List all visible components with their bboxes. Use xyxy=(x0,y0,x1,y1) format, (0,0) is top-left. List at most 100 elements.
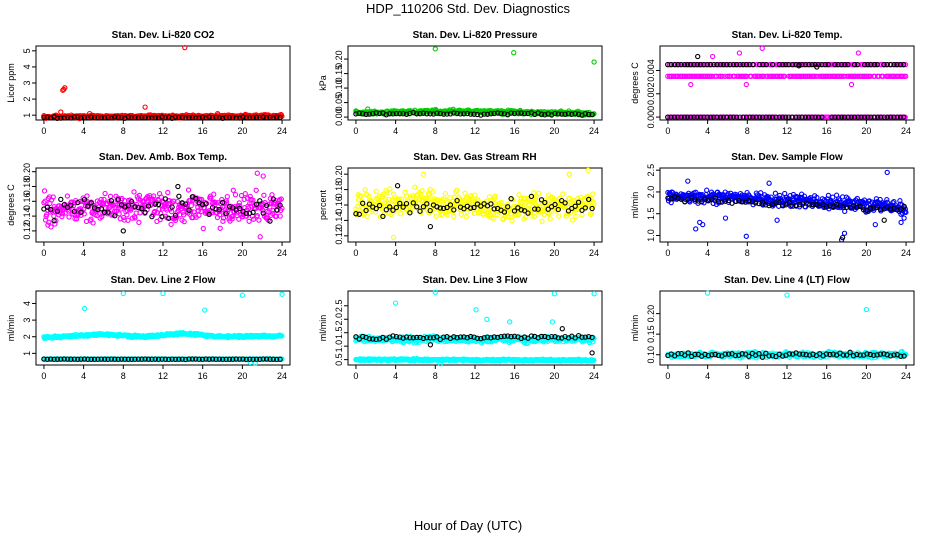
data-point xyxy=(684,114,691,120)
data-point xyxy=(220,199,226,206)
data-point xyxy=(903,73,909,79)
y-tick-label: 0.18 xyxy=(22,178,32,196)
data-point xyxy=(763,61,769,68)
data-point xyxy=(521,110,528,117)
data-point xyxy=(390,111,396,117)
y-tick-label: 0.5 xyxy=(334,353,344,366)
data-point xyxy=(149,213,155,220)
data-point xyxy=(776,61,782,68)
data-point xyxy=(511,50,517,56)
data-point xyxy=(433,213,439,219)
data-point xyxy=(743,81,749,88)
data-point xyxy=(128,198,135,205)
x-tick-label: 0 xyxy=(41,126,46,136)
y-axis-label: ml/min xyxy=(630,192,640,219)
data-point xyxy=(760,114,766,120)
data-point xyxy=(84,193,90,199)
x-tick-label: 12 xyxy=(782,248,792,258)
y-tick-label: 0.20 xyxy=(334,165,344,183)
data-point xyxy=(531,213,538,219)
data-point xyxy=(75,199,81,206)
data-point xyxy=(780,61,786,68)
data-point xyxy=(257,198,263,204)
data-point xyxy=(242,191,248,197)
data-point xyxy=(769,114,776,120)
data-point xyxy=(243,114,249,121)
data-point xyxy=(414,111,420,117)
data-point xyxy=(187,197,193,204)
chart-title: Stan. Dev. Li-820 Pressure xyxy=(413,30,538,41)
x-tick-label: 16 xyxy=(510,248,520,258)
data-point xyxy=(58,196,64,203)
data-point xyxy=(779,114,786,120)
data-point xyxy=(708,114,714,120)
data-point xyxy=(802,114,808,120)
x-tick-label: 12 xyxy=(470,126,480,136)
data-point xyxy=(376,110,383,117)
series-overlay xyxy=(353,110,595,118)
data-point xyxy=(223,114,229,121)
data-point xyxy=(760,61,766,68)
data-point xyxy=(450,208,456,214)
data-point xyxy=(851,61,858,68)
chart-title: Stan. Dev. Li-820 CO2 xyxy=(112,30,215,41)
chart-title: Stan. Dev. Li-820 Temp. xyxy=(732,30,843,41)
data-point xyxy=(451,194,457,200)
data-point xyxy=(269,192,275,198)
data-point xyxy=(842,208,848,215)
data-point xyxy=(440,111,447,117)
data-point xyxy=(61,202,67,208)
data-point xyxy=(172,217,179,224)
data-point xyxy=(208,195,214,202)
data-point xyxy=(175,183,181,190)
chart-panel-5: Stan. Dev. Gas Stream RH0 4 8 12 16 20 240.120… xyxy=(318,152,603,258)
data-point xyxy=(424,111,430,117)
chart-panel-3: Stan. Dev. Li-820 Temp.0 4 8 12 16 20 240.0000… xyxy=(630,30,915,136)
data-point xyxy=(750,61,756,68)
y-tick-label: 0.000 xyxy=(646,106,656,129)
data-point xyxy=(202,307,208,313)
data-point xyxy=(145,115,152,121)
data-point xyxy=(270,196,276,202)
data-point xyxy=(220,115,226,121)
data-point xyxy=(136,219,142,226)
x-tick-label: 20 xyxy=(237,126,247,136)
data-point xyxy=(484,111,491,117)
data-point xyxy=(435,197,441,203)
y-tick-label: 1 xyxy=(22,351,32,356)
x-tick-label: 0 xyxy=(353,126,358,136)
data-point xyxy=(819,114,825,120)
data-point xyxy=(90,220,96,226)
data-point xyxy=(54,208,61,214)
data-point xyxy=(710,114,717,120)
data-point xyxy=(116,211,122,217)
data-point xyxy=(740,114,746,120)
y-tick-label: 1.5 xyxy=(646,207,656,220)
data-point xyxy=(220,215,227,221)
data-point xyxy=(419,188,425,194)
x-tick-label: 4 xyxy=(393,371,398,381)
data-point xyxy=(250,197,256,203)
data-point xyxy=(105,209,111,215)
data-point xyxy=(229,216,235,222)
data-point xyxy=(407,110,413,117)
data-point xyxy=(142,114,148,121)
data-point xyxy=(461,203,467,210)
data-point xyxy=(257,234,263,240)
data-point xyxy=(871,61,878,68)
data-point xyxy=(198,208,204,215)
data-point xyxy=(142,209,148,215)
data-point xyxy=(203,201,209,207)
data-point xyxy=(50,194,56,200)
data-point xyxy=(98,206,104,212)
data-point xyxy=(189,114,196,121)
data-point xyxy=(437,110,443,117)
y-tick-label: 0.004 xyxy=(646,59,656,82)
data-point xyxy=(865,61,871,68)
x-tick-label: 4 xyxy=(81,371,86,381)
x-tick-label: 20 xyxy=(861,248,871,258)
data-point xyxy=(560,191,566,197)
data-point xyxy=(139,205,145,212)
